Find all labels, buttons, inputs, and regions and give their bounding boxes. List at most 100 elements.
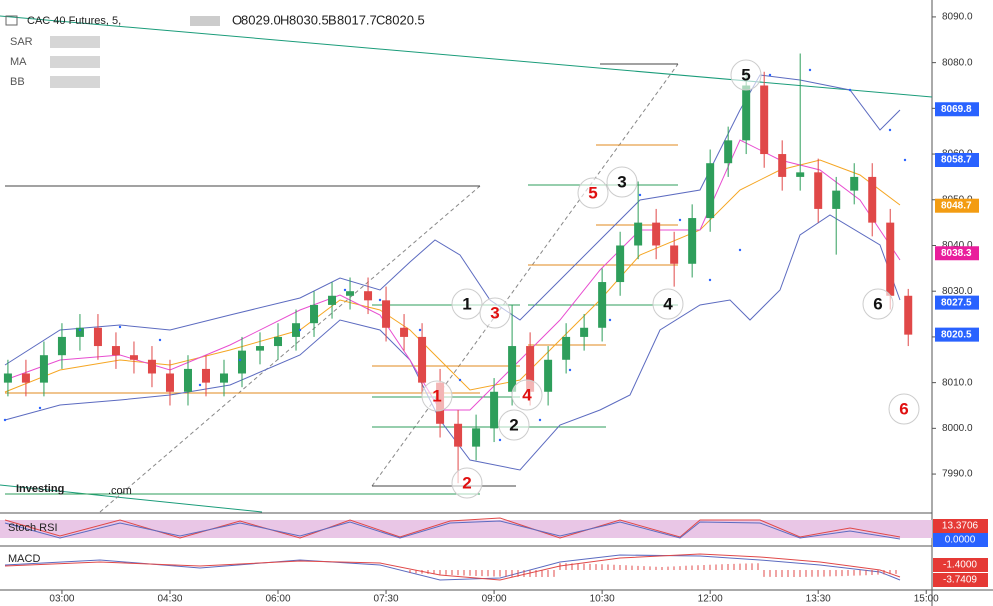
- sar-dot: [38, 406, 42, 410]
- indicator-value: 0.0000: [945, 535, 976, 546]
- sar-dot: [198, 383, 202, 387]
- wave-label: 4: [522, 385, 532, 404]
- wave-circle: [606, 166, 638, 198]
- sar-dot: [608, 318, 612, 322]
- sar-dot: [298, 328, 302, 332]
- wave-label: 2: [509, 415, 518, 434]
- x-tick-label: 13:30: [806, 594, 831, 605]
- sar-dot: [78, 328, 82, 332]
- x-tick-label: 06:00: [265, 594, 290, 605]
- sar-dot: [418, 328, 422, 332]
- candle-body: [21, 373, 30, 383]
- candle-body: [201, 368, 210, 383]
- settings-icon[interactable]: [190, 16, 220, 26]
- indicator-value: -3.7409: [943, 575, 977, 586]
- sar-dot: [708, 278, 712, 282]
- stoch-k: [4, 517, 901, 539]
- ohlc-value: 8029.0: [241, 12, 281, 27]
- wave-circle: [479, 297, 511, 329]
- candle-body: [652, 222, 661, 246]
- candle-body: [147, 359, 156, 374]
- indicator-legend: SAR MA BB: [10, 36, 100, 88]
- y-tick-label: 8030.0: [942, 286, 973, 297]
- x-tick-label: 07:30: [374, 594, 399, 605]
- candle-body: [814, 172, 823, 209]
- candle-body: [742, 85, 751, 141]
- indicator-name: BB: [10, 76, 25, 88]
- candle-body: [454, 423, 463, 447]
- candle-body: [526, 346, 535, 392]
- price-label-box: [935, 153, 979, 167]
- collapse-icon[interactable]: [5, 15, 18, 26]
- wave-circle: [498, 409, 530, 441]
- indicator-value-box: [933, 558, 988, 572]
- wave-label: 1: [432, 386, 441, 405]
- candle-body: [904, 295, 913, 335]
- price-label: 8038.3: [941, 248, 972, 259]
- wave-circle: [730, 59, 762, 91]
- price-label-box: [935, 198, 979, 213]
- candle-body: [868, 176, 877, 223]
- candle-body: [364, 291, 373, 301]
- ohlc-key: B: [328, 12, 337, 27]
- indicator-value-box: [933, 573, 988, 587]
- candle-body: [706, 163, 715, 219]
- logo-main: Investing: [16, 483, 64, 495]
- candle-body: [544, 359, 553, 392]
- candle-body: [165, 373, 174, 392]
- candle-body: [382, 300, 391, 328]
- candle-body: [580, 327, 589, 337]
- candle-body: [562, 336, 571, 360]
- wave-circle: [421, 380, 453, 412]
- sar-dot: [343, 288, 347, 292]
- ohlc-key: H: [280, 12, 289, 27]
- ohlc-key: O: [232, 12, 242, 27]
- sar-dot: [458, 378, 462, 382]
- indicator-controls[interactable]: [50, 36, 100, 48]
- candle-body: [183, 368, 192, 392]
- wave-circle: [652, 288, 684, 320]
- y-tick-label: 8000.0: [942, 423, 973, 434]
- bollinger-lower: [4, 214, 901, 471]
- wave-label: 4: [663, 294, 673, 313]
- panel-label: Stoch RSI: [8, 522, 58, 534]
- sar-dot: [638, 193, 642, 197]
- y-tick-label: 8090.0: [942, 12, 973, 23]
- moving-average: [4, 159, 901, 393]
- candle-body: [310, 304, 319, 324]
- x-tick-label: 09:00: [482, 594, 507, 605]
- indicator-controls[interactable]: [50, 56, 100, 68]
- price-label: 8069.8: [941, 104, 972, 115]
- y-tick-label: 7990.0: [942, 469, 973, 480]
- indicator-controls[interactable]: [50, 76, 100, 88]
- price-label: 8048.7: [941, 200, 972, 211]
- candle-body: [598, 282, 607, 328]
- trend-line: [0, 15, 933, 98]
- panel-label: MACD: [8, 553, 40, 565]
- candle-body: [328, 295, 337, 305]
- indicator-value-box: [933, 533, 988, 547]
- candle-body: [274, 336, 283, 347]
- sar-dot: [568, 368, 572, 372]
- sar-dot: [888, 128, 892, 132]
- ohlc-value: 8020.5: [385, 12, 425, 27]
- wave-label: 5: [588, 183, 597, 202]
- candle-body: [724, 140, 733, 164]
- candle-body: [346, 291, 355, 296]
- candle-body: [93, 327, 102, 347]
- sar-dot: [738, 248, 742, 252]
- wave-circle: [888, 393, 920, 425]
- candle-body: [3, 373, 12, 383]
- x-tick-label: 12:00: [698, 594, 723, 605]
- logo-suffix: .com: [108, 485, 132, 497]
- sar-dot: [768, 73, 772, 77]
- price-label-box: [935, 327, 979, 342]
- wave-label: 2: [462, 473, 471, 492]
- wave-label: 5: [741, 65, 750, 84]
- candle-body: [219, 373, 228, 383]
- candle-body: [688, 218, 697, 264]
- wave-label: 3: [490, 303, 499, 322]
- sar-dot: [158, 338, 162, 342]
